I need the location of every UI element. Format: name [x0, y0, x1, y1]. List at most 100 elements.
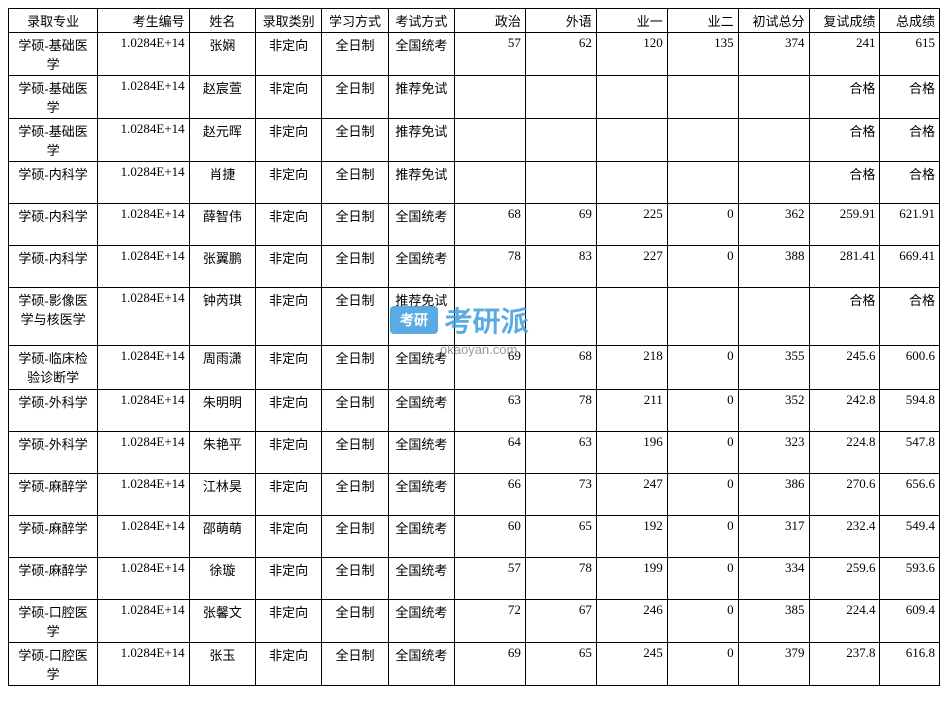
table-cell: 非定向 [256, 643, 322, 686]
table-cell: 1.0284E+14 [98, 558, 189, 600]
table-cell: 合格 [809, 162, 880, 204]
table-cell: 非定向 [256, 204, 322, 246]
table-cell: 0 [667, 390, 738, 432]
table-cell: 227 [596, 246, 667, 288]
table-cell: 379 [738, 643, 809, 686]
table-cell [525, 162, 596, 204]
table-cell: 1.0284E+14 [98, 643, 189, 686]
table-cell: 朱艳平 [189, 432, 255, 474]
table-cell: 非定向 [256, 558, 322, 600]
table-cell: 388 [738, 246, 809, 288]
table-cell: 78 [455, 246, 526, 288]
header-total: 总成绩 [880, 9, 940, 33]
table-cell: 1.0284E+14 [98, 288, 189, 346]
table-cell: 张玉 [189, 643, 255, 686]
table-cell: 62 [525, 33, 596, 76]
table-row: 学硕-内科学1.0284E+14薛智伟非定向全日制全国统考68692250362… [9, 204, 940, 246]
table-cell: 0 [667, 516, 738, 558]
table-cell: 全日制 [322, 246, 388, 288]
table-cell: 67 [525, 600, 596, 643]
table-cell: 钟芮琪 [189, 288, 255, 346]
header-major: 录取专业 [9, 9, 98, 33]
table-cell: 57 [455, 33, 526, 76]
table-cell: 0 [667, 643, 738, 686]
table-cell: 224.8 [809, 432, 880, 474]
table-cell: 192 [596, 516, 667, 558]
table-cell: 全国统考 [388, 33, 454, 76]
table-cell [596, 162, 667, 204]
table-cell [455, 119, 526, 162]
table-cell: 232.4 [809, 516, 880, 558]
table-header: 录取专业 考生编号 姓名 录取类别 学习方式 考试方式 政治 外语 业一 业二 … [9, 9, 940, 33]
table-cell: 全日制 [322, 643, 388, 686]
table-cell: 65 [525, 643, 596, 686]
table-cell [455, 76, 526, 119]
table-cell: 1.0284E+14 [98, 474, 189, 516]
table-cell: 赵元晖 [189, 119, 255, 162]
table-cell: 199 [596, 558, 667, 600]
table-cell: 张娴 [189, 33, 255, 76]
header-foreign: 外语 [525, 9, 596, 33]
table-cell [596, 119, 667, 162]
table-cell [596, 76, 667, 119]
table-cell: 615 [880, 33, 940, 76]
table-cell: 学硕-外科学 [9, 390, 98, 432]
table-cell: 69 [455, 346, 526, 390]
table-cell: 352 [738, 390, 809, 432]
table-cell: 78 [525, 390, 596, 432]
table-cell: 学硕-口腔医学 [9, 600, 98, 643]
table-cell: 学硕-口腔医学 [9, 643, 98, 686]
table-cell [525, 119, 596, 162]
table-cell: 合格 [809, 119, 880, 162]
table-cell: 69 [525, 204, 596, 246]
table-cell: 非定向 [256, 119, 322, 162]
table-cell: 0 [667, 432, 738, 474]
table-cell [455, 288, 526, 346]
table-cell: 621.91 [880, 204, 940, 246]
table-cell: 全国统考 [388, 643, 454, 686]
table-cell: 学硕-基础医学 [9, 33, 98, 76]
table-cell: 推荐免试 [388, 288, 454, 346]
table-cell: 全日制 [322, 390, 388, 432]
table-cell: 385 [738, 600, 809, 643]
table-cell: 65 [525, 516, 596, 558]
table-cell: 1.0284E+14 [98, 162, 189, 204]
header-id: 考生编号 [98, 9, 189, 33]
table-cell: 1.0284E+14 [98, 432, 189, 474]
table-cell: 非定向 [256, 76, 322, 119]
table-cell: 386 [738, 474, 809, 516]
table-cell: 非定向 [256, 33, 322, 76]
table-cell: 0 [667, 346, 738, 390]
table-cell: 594.8 [880, 390, 940, 432]
header-exam: 考试方式 [388, 9, 454, 33]
table-cell: 1.0284E+14 [98, 33, 189, 76]
table-cell: 全日制 [322, 33, 388, 76]
table-cell: 609.4 [880, 600, 940, 643]
header-prelim: 初试总分 [738, 9, 809, 33]
table-cell: 非定向 [256, 474, 322, 516]
table-cell: 全国统考 [388, 558, 454, 600]
table-cell: 学硕-基础医学 [9, 76, 98, 119]
table-cell: 学硕-影像医学与核医学 [9, 288, 98, 346]
table-cell: 69 [455, 643, 526, 686]
table-cell: 朱明明 [189, 390, 255, 432]
table-cell: 张翼鹏 [189, 246, 255, 288]
table-row: 学硕-外科学1.0284E+14朱艳平非定向全日制全国统考64631960323… [9, 432, 940, 474]
table-cell: 0 [667, 204, 738, 246]
table-cell [667, 76, 738, 119]
table-row: 学硕-基础医学1.0284E+14张娴非定向全日制全国统考57621201353… [9, 33, 940, 76]
table-cell [738, 76, 809, 119]
table-cell: 学硕-内科学 [9, 162, 98, 204]
table-cell: 120 [596, 33, 667, 76]
table-cell: 邵萌萌 [189, 516, 255, 558]
header-sub1: 业一 [596, 9, 667, 33]
table-cell: 合格 [880, 288, 940, 346]
table-cell: 1.0284E+14 [98, 246, 189, 288]
table-cell: 周雨潇 [189, 346, 255, 390]
table-row: 学硕-外科学1.0284E+14朱明明非定向全日制全国统考63782110352… [9, 390, 940, 432]
table-cell: 学硕-基础医学 [9, 119, 98, 162]
table-row: 学硕-麻醉学1.0284E+14徐璇非定向全日制全国统考577819903342… [9, 558, 940, 600]
table-cell [667, 162, 738, 204]
table-cell: 学硕-内科学 [9, 246, 98, 288]
header-name: 姓名 [189, 9, 255, 33]
